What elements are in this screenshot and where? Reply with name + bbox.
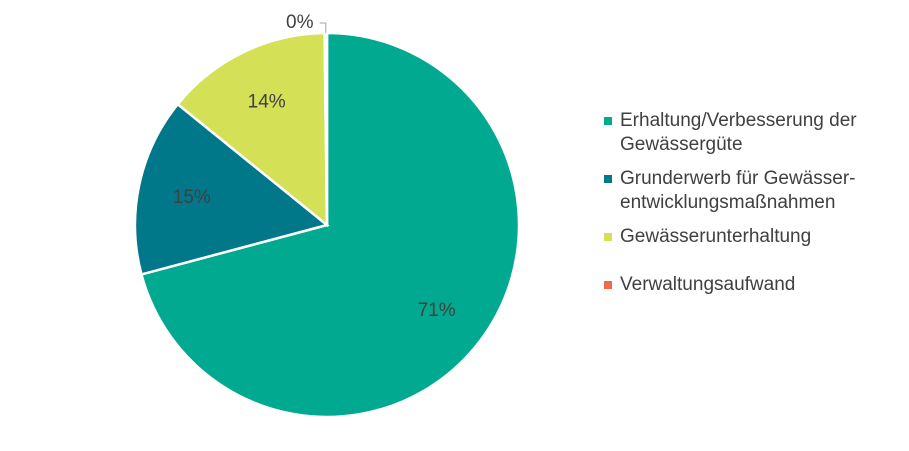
legend-label-line2: Gewässergüte <box>620 134 743 155</box>
legend-label-line1: Erhaltung/Verbesserung der <box>620 110 857 131</box>
label-0: 0% <box>286 12 314 33</box>
leader-line <box>319 22 327 34</box>
legend-swatch <box>604 117 612 125</box>
slice-erhaltung <box>139 31 521 419</box>
legend-label-line1: Grunderwerb für Gewässer- <box>620 168 856 189</box>
legend-item-grunderwerb: Grunderwerb für Gewässer- entwicklungsma… <box>602 167 902 215</box>
legend-item-verwaltung: Verwaltungsaufwand <box>602 273 902 297</box>
label-14: 14% <box>248 92 286 113</box>
legend-label-line2: entwicklungsmaßnahmen <box>620 192 836 213</box>
slice-unterhaltung <box>175 31 329 228</box>
legend-item-erhaltung: Erhaltung/Verbesserung der Gewässergüte <box>602 109 902 157</box>
label-15: 15% <box>173 187 211 208</box>
legend-label: Verwaltungsaufwand <box>620 274 796 295</box>
legend-label: Gewässerunterhaltung <box>620 226 812 247</box>
legend-swatch <box>604 175 612 183</box>
legend-swatch <box>604 281 612 289</box>
legend-swatch <box>604 233 612 241</box>
slice-grunderwerb <box>133 102 330 276</box>
legend-item-unterhaltung: Gewässerunterhaltung <box>602 225 902 249</box>
legend: Erhaltung/Verbesserung der Gewässergüte … <box>602 109 902 307</box>
label-71: 71% <box>418 300 456 321</box>
